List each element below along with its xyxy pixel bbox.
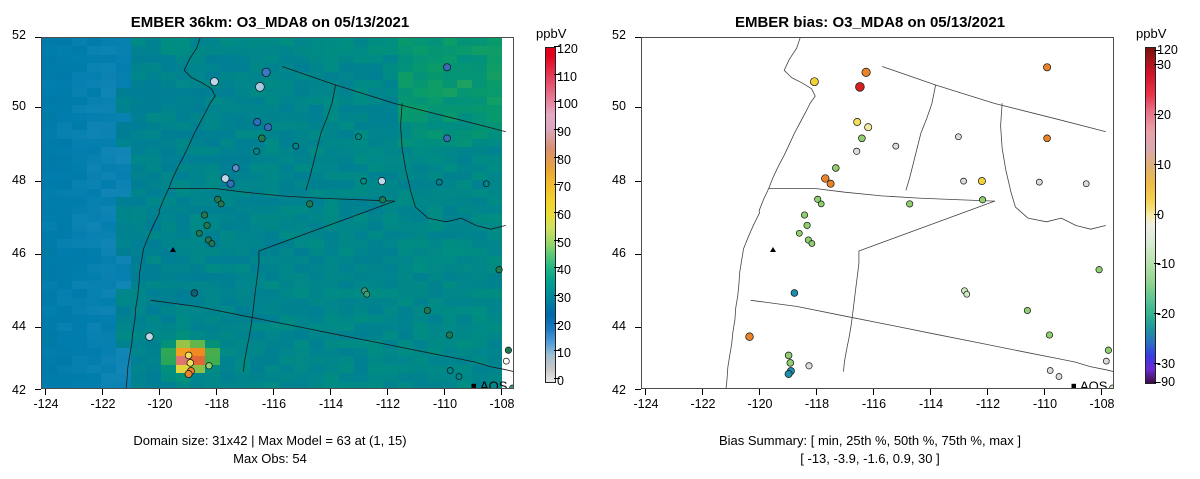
svg-text:AQS: AQS bbox=[480, 379, 508, 390]
svg-text:AQS: AQS bbox=[1080, 379, 1108, 390]
